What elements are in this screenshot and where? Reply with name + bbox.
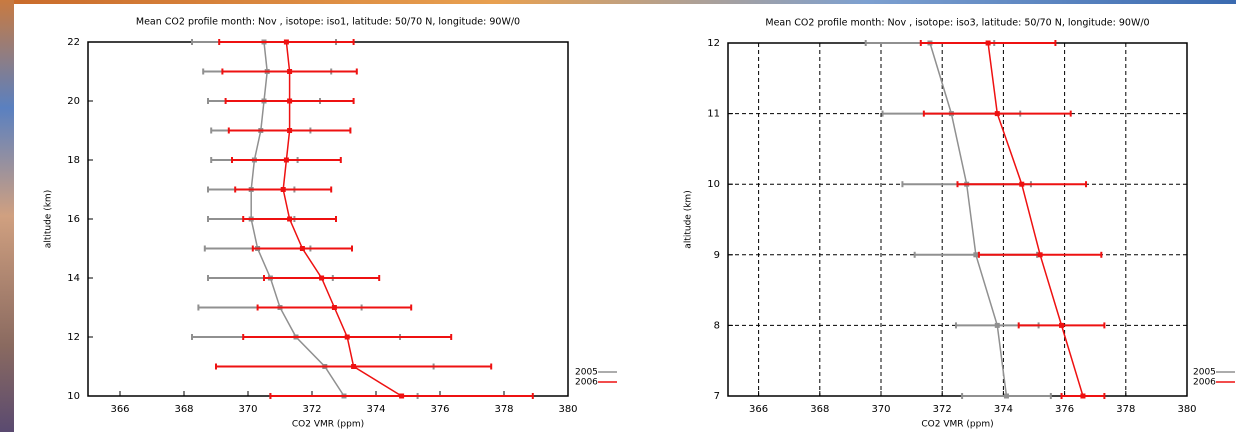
x-tick-label: 374	[366, 404, 385, 415]
legend-label: 2006	[575, 378, 598, 388]
data-point	[331, 305, 337, 310]
y-tick-label: 12	[707, 38, 720, 49]
data-point	[994, 322, 1000, 328]
y-tick-label: 11	[707, 109, 720, 120]
y-tick-label: 10	[67, 391, 80, 402]
x-tick-label: 380	[1177, 404, 1196, 415]
slide-photo-strip	[0, 0, 14, 432]
data-point	[1059, 322, 1065, 328]
x-tick-label: 378	[1116, 404, 1135, 415]
data-point	[351, 364, 357, 369]
data-point	[1003, 393, 1009, 399]
x-tick-label: 380	[558, 404, 577, 415]
y-tick-label: 12	[67, 332, 80, 343]
y-tick-label: 14	[67, 273, 80, 284]
data-point	[985, 40, 991, 46]
plot-frame	[727, 42, 1188, 397]
data-point	[287, 216, 293, 222]
y-tick-label: 16	[67, 214, 80, 225]
y-axis-label: altitude (km)	[44, 190, 54, 248]
profile-line	[929, 42, 1008, 397]
x-tick-label: 370	[238, 404, 257, 415]
x-tick-label: 368	[810, 404, 829, 415]
data-point	[973, 252, 979, 258]
y-tick-label: 18	[67, 155, 80, 166]
legend-label: 2005	[575, 368, 598, 378]
x-tick-label: 366	[110, 404, 129, 415]
slide-band	[0, 0, 1236, 4]
data-point	[399, 393, 405, 399]
data-point	[280, 187, 286, 192]
chart-title: Mean CO2 profile month: Nov , isotope: i…	[765, 18, 1149, 29]
data-point	[994, 111, 1000, 117]
data-point	[319, 275, 325, 281]
data-point	[1037, 252, 1043, 258]
data-point	[299, 246, 305, 251]
data-point	[287, 98, 293, 104]
y-tick-label: 9	[714, 250, 720, 261]
data-point	[1080, 393, 1086, 399]
data-point	[1019, 181, 1025, 187]
legend-label: 2005	[1193, 368, 1216, 378]
y-tick-label: 10	[707, 179, 720, 190]
y-tick-label: 8	[714, 320, 720, 331]
x-tick-label: 374	[994, 404, 1013, 415]
x-axis-label: CO2 VMR (ppm)	[921, 420, 993, 430]
x-tick-label: 366	[749, 404, 768, 415]
legend-label: 2006	[1193, 378, 1216, 388]
data-point	[283, 157, 289, 163]
x-tick-label: 370	[871, 404, 890, 415]
x-tick-label: 376	[430, 404, 449, 415]
chart-title: Mean CO2 profile month: Nov , isotope: i…	[136, 17, 520, 28]
x-tick-label: 368	[174, 404, 193, 415]
x-tick-label: 372	[302, 404, 321, 415]
y-tick-label: 22	[67, 37, 80, 48]
x-axis-label: CO2 VMR (ppm)	[292, 420, 364, 430]
x-tick-label: 372	[933, 404, 952, 415]
data-point	[283, 39, 289, 45]
data-point	[344, 334, 350, 340]
y-axis-label: altitude (km)	[684, 190, 694, 248]
data-point	[287, 128, 293, 133]
data-point	[287, 69, 293, 74]
x-tick-label: 378	[494, 404, 513, 415]
profile-line	[987, 42, 1084, 397]
x-tick-label: 376	[1055, 404, 1074, 415]
y-tick-label: 20	[67, 96, 80, 107]
y-tick-label: 7	[714, 391, 720, 402]
